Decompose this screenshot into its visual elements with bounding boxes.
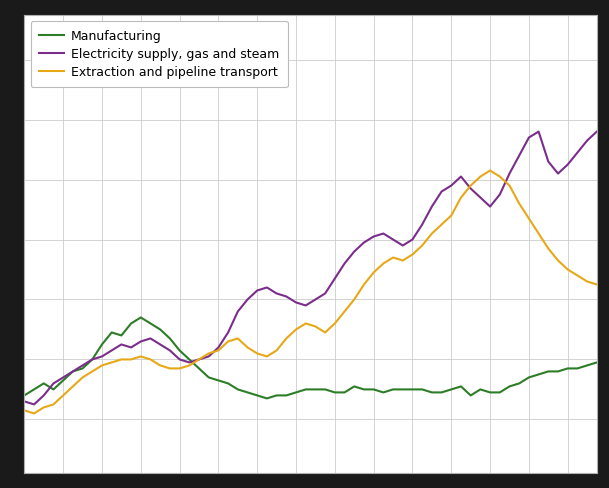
Manufacturing	[176, 347, 183, 353]
Electricity supply, gas and steam	[21, 399, 28, 405]
Electricity supply, gas and steam	[225, 329, 232, 335]
Electricity supply, gas and steam	[389, 237, 396, 243]
Legend: Manufacturing, Electricity supply, gas and steam, Extraction and pipeline transp: Manufacturing, Electricity supply, gas a…	[30, 21, 287, 87]
Electricity supply, gas and steam	[30, 402, 38, 407]
Electricity supply, gas and steam	[195, 357, 203, 363]
Extraction and pipeline transport	[593, 282, 600, 287]
Manufacturing	[399, 386, 406, 392]
Extraction and pipeline transport	[225, 339, 232, 345]
Extraction and pipeline transport	[195, 357, 203, 363]
Extraction and pipeline transport	[389, 255, 396, 261]
Manufacturing	[118, 332, 125, 338]
Line: Manufacturing: Manufacturing	[24, 318, 597, 398]
Manufacturing	[263, 395, 270, 401]
Line: Extraction and pipeline transport: Extraction and pipeline transport	[24, 170, 597, 413]
Extraction and pipeline transport	[127, 357, 135, 363]
Extraction and pipeline transport	[487, 167, 494, 173]
Electricity supply, gas and steam	[176, 357, 183, 363]
Electricity supply, gas and steam	[593, 129, 600, 135]
Extraction and pipeline transport	[215, 347, 222, 353]
Electricity supply, gas and steam	[535, 129, 542, 135]
Extraction and pipeline transport	[21, 407, 28, 413]
Manufacturing	[225, 381, 232, 386]
Manufacturing	[215, 378, 222, 384]
Electricity supply, gas and steam	[215, 345, 222, 350]
Extraction and pipeline transport	[30, 410, 38, 416]
Extraction and pipeline transport	[176, 366, 183, 371]
Manufacturing	[137, 315, 144, 321]
Manufacturing	[21, 392, 28, 398]
Manufacturing	[593, 360, 600, 366]
Electricity supply, gas and steam	[127, 345, 135, 350]
Line: Electricity supply, gas and steam: Electricity supply, gas and steam	[24, 132, 597, 405]
Manufacturing	[195, 366, 203, 371]
